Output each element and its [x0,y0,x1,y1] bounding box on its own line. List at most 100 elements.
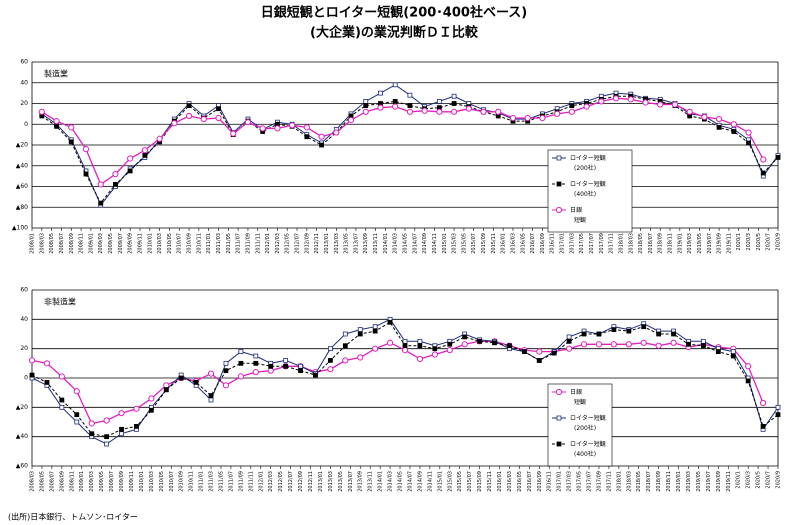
x-tick-label: 2018/03 [628,233,634,254]
marker [447,341,453,347]
marker [58,373,65,380]
x-tick-label: 2016/03 [507,471,513,492]
x-tick-label: 2008/11 [69,471,75,492]
x-tick-label: 2008/09 [69,233,75,254]
x-tick-label: 2014/11 [432,233,438,254]
marker [103,417,110,424]
marker [207,370,215,377]
marker [730,349,736,355]
x-tick-label: 2019/07 [706,471,712,492]
marker [178,375,184,381]
marker [701,113,708,121]
x-tick-label: 2018/09 [656,471,662,492]
marker [342,343,348,349]
marker [566,338,572,344]
marker [171,120,178,127]
marker [686,108,693,115]
marker [715,349,721,355]
x-tick-label: 2020/1 [736,471,742,489]
x-tick-label: 2016/05 [517,471,523,492]
marker [760,156,767,163]
x-tick-label: 2008/05 [39,471,45,492]
marker [113,182,118,187]
x-tick-label: 2014/05 [398,471,404,492]
marker [163,382,170,389]
x-tick-label: 2013/07 [348,471,354,492]
marker [83,171,89,177]
x-tick-label: 2008/11 [79,233,85,254]
legend-label: 日銀短観 [570,206,586,224]
y-tick-label: ▲40 [16,433,28,440]
x-tick-label: 2019/05 [697,233,703,254]
x-tick-label: 2013/05 [338,471,344,492]
marker [657,101,664,108]
marker [119,426,124,432]
x-tick-label: 2010/07 [177,233,183,254]
x-tick-label: 2016/09 [540,233,546,254]
y-tick-label: 0 [24,121,28,128]
marker [59,404,65,410]
x-tick-label: 2020/5 [756,233,762,251]
marker [148,395,155,402]
marker [163,387,169,393]
x-tick-label: 2008/09 [59,471,65,492]
marker [237,373,244,380]
marker [524,114,531,122]
x-tick-label: 2011/11 [255,233,261,254]
x-tick-label: 2015/11 [487,471,493,492]
marker [745,363,752,370]
marker [357,354,364,361]
marker [731,129,737,134]
x-tick-label: 2012/09 [304,233,310,254]
marker [642,99,649,106]
subtitle: (大企業)の業況判断ＤＩ比較 [310,25,479,41]
marker [112,170,119,178]
marker [611,327,617,333]
marker [303,124,310,131]
marker [327,366,334,373]
y-tick-label: 40 [20,79,28,86]
x-tick-label: 2014/09 [417,471,423,492]
x-tick-label: 2018/11 [668,233,674,254]
x-tick-label: 2013/09 [358,471,364,492]
x-tick-label: 2020/7 [766,233,772,251]
marker [185,112,193,120]
y-tick-label: 40 [20,316,28,323]
marker [686,341,691,347]
x-tick-label: 2016/07 [530,233,536,254]
marker [581,331,587,337]
x-tick-label: 2010/03 [157,233,163,254]
x-tick-label: 2011/05 [226,233,232,254]
y-tick-label: 60 [20,59,28,66]
x-tick-label: 2011/07 [236,233,242,254]
marker [521,349,527,355]
marker [568,108,575,115]
x-tick-label: 2017/03 [569,233,575,254]
marker [54,123,59,129]
x-tick-label: 2019/05 [696,471,702,492]
marker [29,372,35,378]
x-tick-label: 2010/07 [169,471,175,492]
x-tick-label: 2017/11 [609,233,615,254]
x-tick-label: 2010/01 [139,471,145,492]
x-tick-label: 2011/01 [199,471,205,492]
x-tick-label: 2018/11 [666,471,672,492]
marker [569,103,575,108]
marker [318,133,325,140]
marker [208,397,214,403]
marker [38,108,45,115]
marker [267,367,274,374]
y-tick-label: 20 [20,345,28,352]
marker [480,108,487,115]
marker [289,122,296,129]
marker [222,382,230,389]
x-tick-label: 2015/05 [461,233,467,254]
marker [186,103,192,108]
marker [656,331,662,337]
marker [625,341,632,348]
marker [253,353,259,359]
marker [104,434,109,440]
x-tick-label: 2013/03 [334,233,340,254]
x-tick-label: 2018/07 [648,233,654,254]
